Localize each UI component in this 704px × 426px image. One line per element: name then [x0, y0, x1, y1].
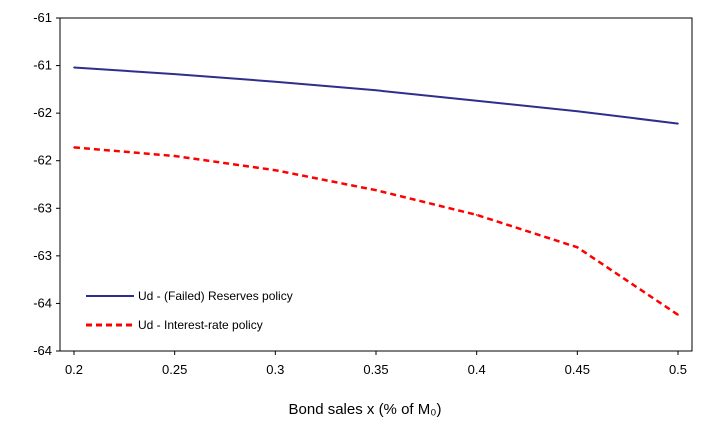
legend-label-2: Ud - Interest-rate policy: [138, 318, 263, 332]
series-layer: [73, 66, 679, 316]
y-axis: -61 -61 -62 -62 -63 -63 -64 -64: [33, 10, 60, 358]
series-1-point: [576, 110, 579, 113]
y-tick-label: -61: [33, 10, 52, 25]
series-2-point: [375, 189, 377, 192]
legend: Ud - (Failed) Reserves policy Ud - Intere…: [86, 289, 293, 332]
x-tick-label: 0.5: [669, 362, 687, 377]
x-axis: 0.2 0.25 0.3 0.35 0.4 0.45 0.5: [65, 351, 687, 377]
y-tick-label: -62: [33, 105, 52, 120]
series-1-point: [677, 122, 679, 125]
series-1-point: [173, 73, 176, 75]
x-tick-label: 0.2: [65, 362, 83, 377]
x-tick-label: 0.45: [565, 362, 590, 377]
series-2-point: [576, 246, 579, 249]
y-tick-label: -64: [33, 343, 52, 358]
series-2-point: [274, 169, 277, 172]
series-1-point: [73, 66, 75, 69]
legend-label-1: Ud - (Failed) Reserves policy: [138, 289, 293, 303]
y-tick-label: -63: [33, 200, 52, 215]
y-tick-label: -64: [33, 295, 52, 310]
series-2-point: [677, 314, 679, 316]
y-tick-label: -62: [33, 153, 52, 168]
series-2-point: [73, 146, 75, 149]
x-tick-label: 0.4: [468, 362, 486, 377]
x-tick-label: 0.35: [363, 362, 388, 377]
x-tick-label: 0.3: [266, 362, 284, 377]
series-1-point: [475, 99, 478, 102]
x-axis-label: Bond sales x (% of M₀): [289, 401, 442, 418]
series-2-point: [173, 155, 176, 157]
series-1-point: [375, 89, 377, 92]
series-1-point: [274, 80, 277, 83]
x-tick-label: 0.25: [162, 362, 187, 377]
series-2-point: [475, 214, 478, 216]
y-tick-label: -63: [33, 248, 52, 263]
y-tick-label: -61: [33, 58, 52, 73]
